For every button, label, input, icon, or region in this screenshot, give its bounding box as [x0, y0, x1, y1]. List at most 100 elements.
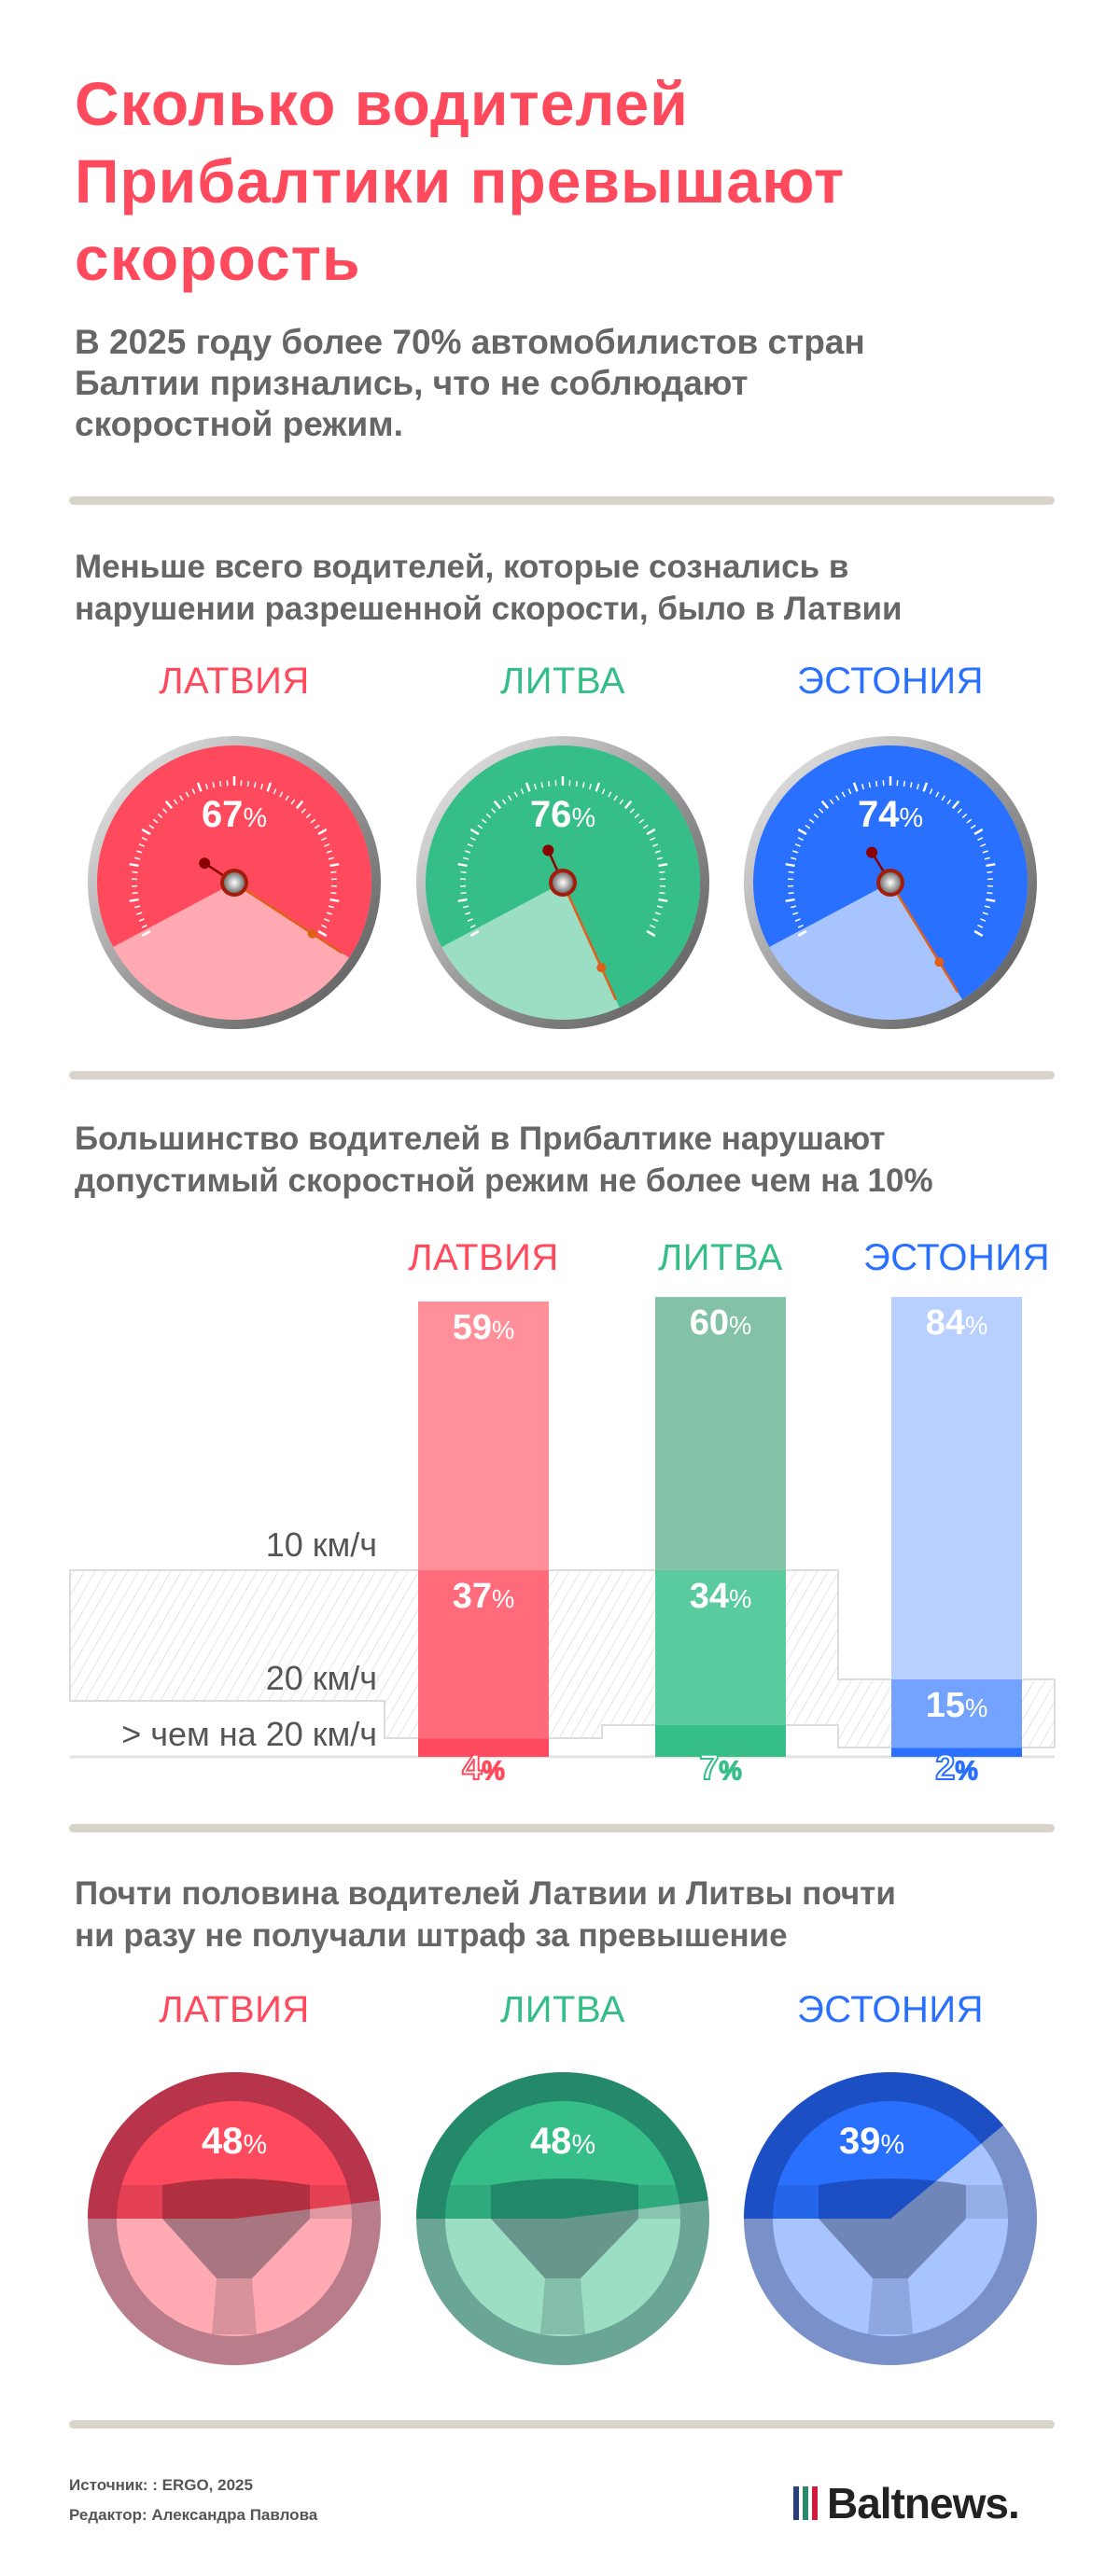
gauge-tick	[658, 862, 668, 868]
percent-sign: %	[243, 803, 267, 833]
gauge-tick	[508, 795, 512, 801]
gauge-tick	[136, 850, 143, 854]
gauge-tick	[457, 898, 468, 903]
gauge-tick	[608, 791, 612, 798]
gauge-tick	[493, 800, 502, 810]
gauge-tick	[785, 898, 795, 903]
needle	[889, 882, 959, 994]
gauge-tick	[330, 892, 337, 895]
page-title: Сколько водителей Прибалтики превышают с…	[75, 65, 1083, 298]
divider	[69, 2420, 1055, 2429]
speed-excess-bar-chart: 59%37%4%60%34%7%84%15%2%	[69, 1297, 1056, 1789]
gauge-tick	[909, 782, 913, 788]
value-number: 48	[530, 2121, 572, 2162]
gauge-tick	[916, 784, 920, 790]
steering-wheel: 39%	[744, 2072, 1037, 2365]
gauge-tick	[129, 862, 139, 868]
gauge-tick	[157, 813, 163, 818]
gauge-tick	[588, 784, 593, 790]
bar-value-label: 15%	[926, 1686, 988, 1725]
bar-segment	[418, 1569, 549, 1739]
steering-wheel: 48%	[88, 2072, 381, 2365]
gauge-tick	[646, 828, 656, 836]
baltnews-logo: Baltnews.	[793, 2478, 1020, 2528]
gauge-tick	[658, 898, 668, 903]
needle-tail-dot	[542, 844, 554, 856]
gauge-tick	[279, 791, 284, 798]
title-line: Сколько водителей	[75, 69, 689, 138]
bar-segment	[891, 1297, 1022, 1680]
divider	[69, 496, 1055, 505]
gauge-tick	[619, 799, 624, 805]
wheel-value-label: 39%	[839, 2121, 904, 2162]
needle-tail-dot	[199, 857, 211, 870]
gauge-tick	[966, 818, 973, 824]
gauge-tick	[469, 924, 476, 928]
speedometer-gauge: 74%	[744, 736, 1037, 1029]
percent-sign: %	[719, 1756, 741, 1785]
gauge-tick	[797, 828, 807, 836]
value-number: 7	[699, 1748, 719, 1788]
gauge-tick	[820, 800, 830, 810]
needle-dot	[934, 957, 945, 968]
logo-stripes-icon	[793, 2486, 818, 2520]
gauge-tick	[457, 862, 468, 868]
gauge-tick	[273, 788, 277, 795]
value-number: 15	[926, 1686, 965, 1725]
row-label-over-20kmh: > чем на 20 км/ч	[121, 1715, 377, 1753]
subtitle: В 2025 году более 70% автомобилистов стр…	[75, 322, 1083, 445]
value-number: 37	[453, 1577, 492, 1616]
section-heading-wheels: Почти половина водителей Латвии и Литвы …	[75, 1873, 1092, 1956]
wheel-lower-spoke	[540, 2278, 585, 2334]
title-line: скорость	[75, 224, 361, 293]
gauge-value-label: 67%	[202, 794, 267, 835]
gauge-tick	[266, 782, 273, 792]
gauge-tick	[642, 824, 649, 829]
heading-line: ни разу не получали штраф за превышение	[75, 1917, 788, 1954]
gauge-tick	[788, 892, 794, 895]
gauge-tick	[792, 850, 799, 854]
gauge-tick	[324, 843, 330, 847]
subtitle-line: скоростной режим.	[75, 405, 403, 443]
gauge-tick	[970, 824, 976, 829]
gauge-tick	[305, 813, 312, 818]
gauge-tick	[481, 818, 487, 824]
steering-wheel: 48%	[416, 2072, 709, 2365]
needle-tail-dot	[866, 846, 878, 858]
gauge-hub	[224, 872, 245, 893]
bar-segment	[418, 1738, 549, 1757]
gauge-tick	[980, 843, 987, 847]
bar-label-latvia: ЛАТВИЯ	[408, 1237, 559, 1278]
gauge-tick	[941, 795, 945, 801]
gauge-tick	[485, 813, 492, 818]
gauge-tick	[547, 780, 551, 787]
gauge-tick	[785, 862, 795, 868]
gauge-tick	[980, 918, 987, 922]
editor-text: Редактор: Александра Павлова	[69, 2506, 318, 2524]
wheel-hub	[162, 2179, 310, 2220]
gauge-tick	[328, 905, 334, 909]
gauge-tick	[138, 918, 145, 922]
wheel-value-sector	[416, 2072, 709, 2220]
wheel-label-estonia: ЭСТОНИЯ	[796, 1989, 985, 2030]
source-text: Источник: : ERGO, 2025	[69, 2476, 253, 2494]
value-number: 39	[839, 2121, 881, 2162]
gauge-tick	[841, 791, 846, 798]
wheel-value-label: 48%	[202, 2121, 267, 2162]
heading-line: Большинство водителей в Прибалтике наруш…	[75, 1121, 886, 1157]
country-label-latvia: ЛАТВИЯ	[159, 661, 310, 702]
needle	[561, 882, 618, 1001]
value-number: 84	[926, 1303, 965, 1343]
value-number: 60	[690, 1303, 729, 1343]
value-number: 74	[858, 794, 900, 835]
gauge-tick	[629, 808, 635, 814]
gauge-tick	[922, 782, 929, 792]
gauge-tick	[808, 818, 815, 824]
gauge-tick	[329, 862, 340, 868]
heading-line: Почти половина водителей Латвии и Литвы …	[75, 1875, 896, 1912]
gauge-tick	[650, 837, 656, 842]
title-line: Прибалтики превышают	[75, 146, 846, 216]
gauge-tick	[652, 918, 659, 922]
percent-sign: %	[571, 2130, 595, 2160]
bar-segment	[655, 1569, 786, 1725]
